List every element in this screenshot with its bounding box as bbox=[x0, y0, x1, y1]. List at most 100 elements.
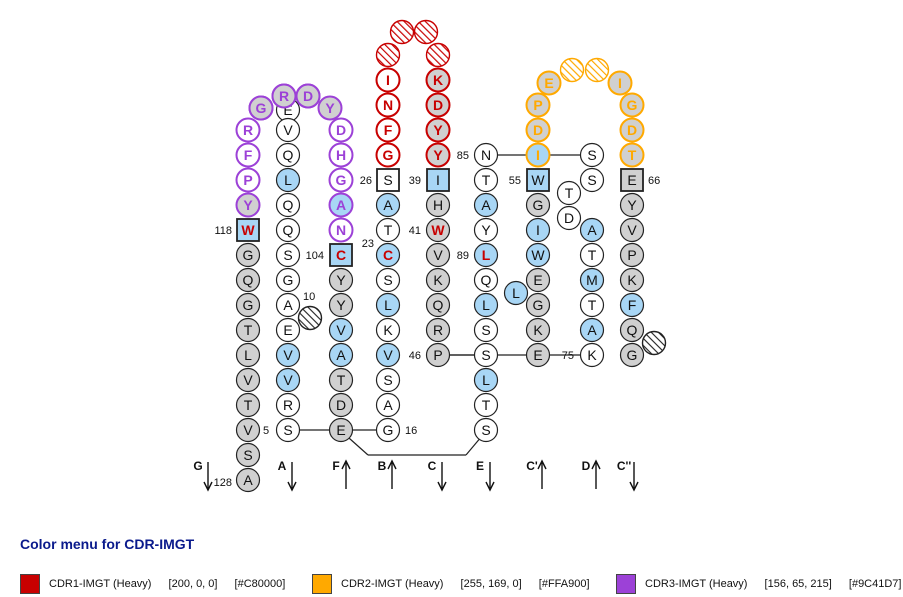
residue-letter: P bbox=[533, 97, 542, 113]
residue-circle bbox=[556, 205, 582, 231]
residue-circle bbox=[275, 117, 301, 143]
residue-letter: E bbox=[627, 172, 636, 188]
residue-letter: K bbox=[587, 347, 597, 363]
residue-A-9: E bbox=[275, 317, 301, 343]
residue-letter: H bbox=[433, 197, 443, 213]
residue-circle bbox=[375, 192, 401, 218]
residue-circle bbox=[619, 92, 645, 118]
residue-cdr2_right-3: T bbox=[619, 142, 645, 168]
residue-D-0: S bbox=[579, 142, 605, 168]
residue-circle bbox=[525, 292, 551, 318]
residue-circle bbox=[328, 267, 354, 293]
residue-letter: L bbox=[244, 347, 252, 363]
residue-cdr3_right-2: H bbox=[328, 142, 354, 168]
residue-circle bbox=[579, 317, 605, 343]
residue-circle bbox=[375, 117, 401, 143]
residue-circle bbox=[275, 267, 301, 293]
residue-letter: T bbox=[244, 322, 253, 338]
residue-letter: W bbox=[531, 172, 545, 188]
residue-C-1: H bbox=[425, 192, 451, 218]
residue-letter: I bbox=[536, 222, 540, 238]
strand-arrow-head bbox=[287, 481, 297, 492]
residue-letter: L bbox=[512, 285, 520, 301]
residue-circle bbox=[619, 342, 645, 368]
residue-circle bbox=[473, 342, 499, 368]
residue-A-13: S bbox=[275, 417, 301, 443]
residue-G-9: S bbox=[235, 442, 261, 468]
residue-D-8: A bbox=[579, 317, 605, 343]
hatched-gap-position bbox=[584, 57, 610, 83]
residue-circle bbox=[375, 217, 401, 243]
residue-letter: E bbox=[283, 322, 292, 338]
residue-circle bbox=[235, 442, 261, 468]
residue-letter: L bbox=[284, 172, 292, 188]
residue-letter: P bbox=[243, 172, 252, 188]
residue-letter: E bbox=[544, 75, 553, 91]
legend-item-cdr2: CDR2-IMGT (Heavy) [255, 169, 0] [#FFA900… bbox=[312, 574, 604, 594]
residue-letter: T bbox=[565, 185, 574, 201]
residue-cdr3_left-0: G bbox=[248, 95, 274, 121]
residue-circle bbox=[328, 142, 354, 168]
residue-E-3: Y bbox=[473, 217, 499, 243]
residue-letter: K bbox=[433, 72, 443, 88]
residue-circle bbox=[536, 70, 562, 96]
residue-letter: C bbox=[383, 247, 393, 263]
legend-item-cdr3: CDR3-IMGT (Heavy) [156, 65, 215] [#9C41D… bbox=[616, 574, 903, 594]
residue-letter: T bbox=[588, 297, 597, 313]
residue-circle bbox=[525, 117, 551, 143]
residue-E-7: S bbox=[473, 317, 499, 343]
residue-letter: I bbox=[618, 75, 622, 91]
residue-circle bbox=[235, 317, 261, 343]
residue-letter: Y bbox=[336, 272, 346, 288]
strand-letter: B bbox=[378, 459, 387, 473]
residue-letter: G bbox=[627, 97, 638, 113]
residue-letter: Q bbox=[433, 297, 444, 313]
residue-letter: V bbox=[383, 347, 393, 363]
residue-E-2: A bbox=[473, 192, 499, 218]
residue-circle bbox=[425, 142, 451, 168]
residue-B-1: A bbox=[375, 192, 401, 218]
residue-letter: V bbox=[243, 372, 253, 388]
residue-cdr1_left-1: N bbox=[375, 92, 401, 118]
residue-letter: G bbox=[383, 422, 394, 438]
legend-cdr2-rgb: [255, 169, 0] bbox=[460, 578, 522, 590]
residue-circle bbox=[375, 342, 401, 368]
residue-letter: G bbox=[533, 197, 544, 213]
residue-letter: T bbox=[482, 397, 491, 413]
residue-letter: D bbox=[433, 97, 443, 113]
residue-B-4: S bbox=[375, 267, 401, 293]
residue-E-8: S bbox=[473, 342, 499, 368]
residue-letter: A bbox=[336, 197, 346, 213]
residue-A-12: R bbox=[275, 392, 301, 418]
residue-letter: E bbox=[533, 347, 542, 363]
residue-letter: P bbox=[433, 347, 442, 363]
position-label: 89 bbox=[457, 250, 469, 262]
residue-B-9: A bbox=[375, 392, 401, 418]
collier-de-perles-diagram: WGQGTLVTVSAYPFRGRDYDHGANEVQLQQSGAEVVRSRD… bbox=[193, 19, 667, 493]
residue-E-5: Q bbox=[473, 267, 499, 293]
residue-cdr1_right-2: Y bbox=[425, 117, 451, 143]
residue-letter: A bbox=[587, 322, 597, 338]
strand-arrow-head bbox=[341, 459, 351, 470]
residue-cdr3_right-4: A bbox=[328, 192, 354, 218]
strand-labels: G A F B C E C' D C'' bbox=[193, 459, 639, 492]
strand-label-C: C bbox=[428, 459, 447, 492]
residue-letter: F bbox=[628, 297, 637, 313]
residue-letter: N bbox=[481, 147, 491, 163]
residue-square bbox=[526, 168, 550, 192]
hatched-gap-position bbox=[425, 42, 451, 68]
residue-circle bbox=[579, 217, 605, 243]
hatched-gap-position bbox=[559, 57, 585, 83]
residue-circle bbox=[275, 217, 301, 243]
residue-circle bbox=[579, 142, 605, 168]
residue-letter: Q bbox=[283, 197, 294, 213]
residue-D-5: T bbox=[579, 242, 605, 268]
residue-square bbox=[376, 168, 400, 192]
residue-letter: D bbox=[627, 122, 637, 138]
residue-circle bbox=[328, 167, 354, 193]
residue-circle bbox=[375, 317, 401, 343]
position-label: 23 bbox=[362, 238, 374, 250]
residue-A-4: Q bbox=[275, 192, 301, 218]
residue-circle bbox=[525, 92, 551, 118]
residue-G-7: T bbox=[235, 392, 261, 418]
